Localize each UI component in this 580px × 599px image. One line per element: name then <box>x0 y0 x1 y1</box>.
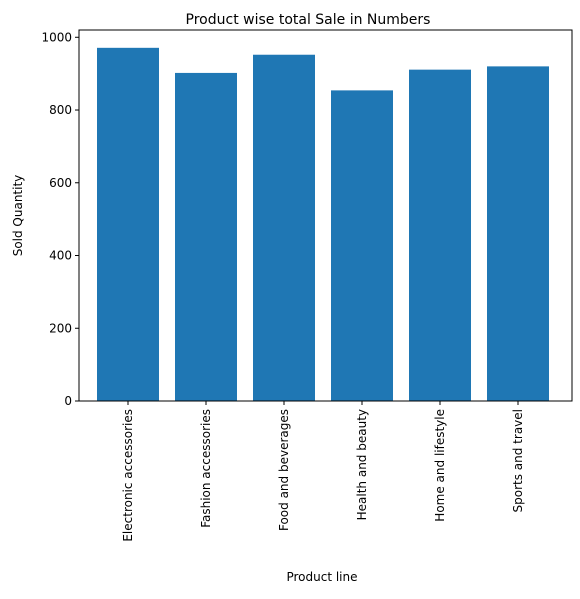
y-tick-label: 400 <box>49 249 72 263</box>
x-axis-ticks: Electronic accessories Fashion accessorie… <box>121 401 525 542</box>
plot-frame <box>78 29 573 402</box>
bar-food-and-beverages <box>253 54 315 401</box>
x-tick-label: Electronic accessories <box>121 409 135 542</box>
y-tick-label: 200 <box>49 321 72 335</box>
y-axis-ticks: 0 200 400 600 800 1000 <box>41 30 79 408</box>
y-tick-label: 600 <box>49 176 72 190</box>
x-tick-label: Fashion accessories <box>199 409 213 528</box>
y-tick-label: 1000 <box>41 30 72 44</box>
bar-electronic-accessories <box>97 47 159 402</box>
y-tick-label: 800 <box>49 103 72 117</box>
bar-health-and-beauty <box>331 90 393 402</box>
bar-home-and-lifestyle <box>409 69 471 401</box>
x-tick-label: Home and lifestyle <box>433 409 447 522</box>
y-tick-label: 0 <box>64 394 72 408</box>
bars-group <box>97 47 549 402</box>
x-tick-label: Food and beverages <box>277 409 291 531</box>
x-axis-label: Product line <box>286 570 357 584</box>
y-axis-label: Sold Quantity <box>11 175 25 257</box>
x-tick-label: Sports and travel <box>511 409 525 512</box>
bar-sports-and-travel <box>487 66 549 401</box>
bar-fashion-accessories <box>175 72 237 401</box>
chart-title: Product wise total Sale in Numbers <box>186 12 431 28</box>
x-tick-label: Health and beauty <box>355 409 369 520</box>
